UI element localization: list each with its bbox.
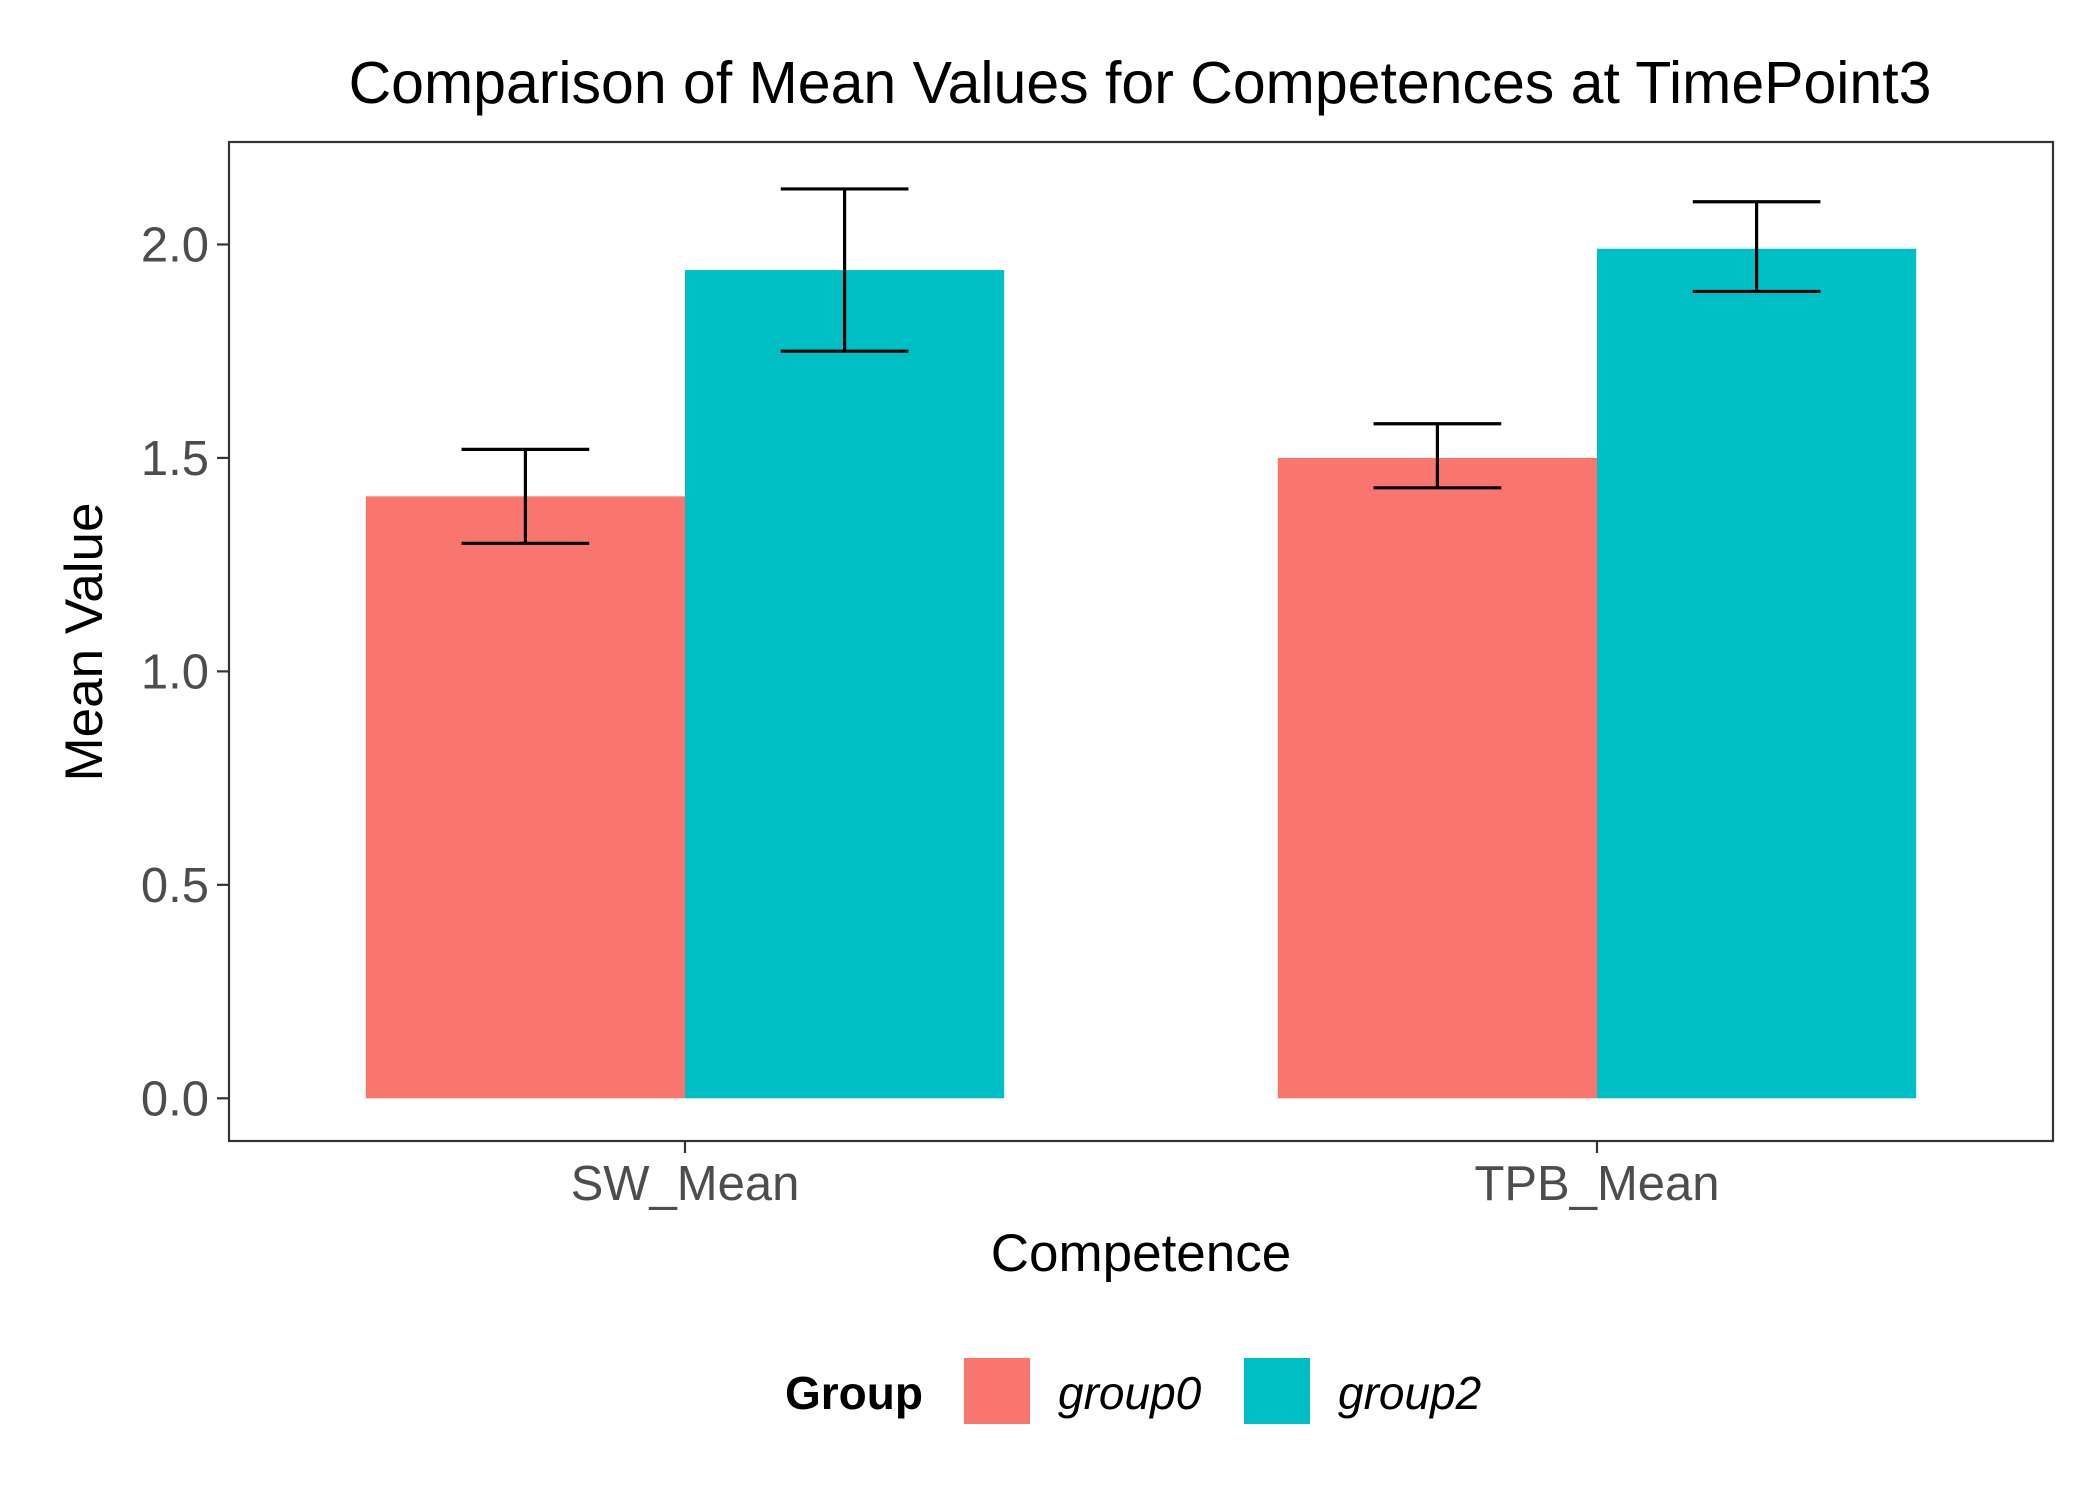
y-tick-label: 1.0 — [141, 645, 209, 699]
legend-label-group0: group0 — [1058, 1367, 1202, 1419]
bar-group0-TPB_Mean — [1277, 457, 1597, 1099]
errorbar-group0-SW_Mean — [461, 447, 590, 545]
plot-border — [227, 140, 2055, 1143]
bar-group2-SW_Mean — [685, 270, 1005, 1099]
legend-items: group0 group2 — [964, 1358, 1481, 1424]
x-tick-label: TPB_Mean — [1474, 1157, 1719, 1211]
bar-group0-SW_Mean — [365, 496, 685, 1099]
y-tick-label: 1.5 — [141, 432, 209, 486]
errorbar-group0-TPB_Mean — [1373, 422, 1502, 490]
legend: Group group0 group2 — [785, 1358, 1481, 1424]
y-tick-label: 0.5 — [141, 859, 209, 913]
bars-layer — [365, 248, 1917, 1099]
y-tick-label: 2.0 — [141, 218, 209, 272]
x-axis: SW_Mean TPB_Mean — [571, 1141, 1720, 1211]
errorbars-layer — [461, 187, 1821, 545]
y-tick-label: 0.0 — [141, 1072, 209, 1126]
legend-key-group0 — [964, 1358, 1030, 1424]
x-axis-title: Competence — [991, 1224, 1292, 1283]
legend-label-group2: group2 — [1338, 1367, 1481, 1419]
errorbar-group2-SW_Mean — [780, 187, 909, 353]
chart-title: Comparison of Mean Values for Competence… — [349, 50, 1932, 116]
legend-key-group2 — [1244, 1358, 1310, 1424]
x-tick-label: SW_Mean — [571, 1157, 800, 1211]
y-axis: 0.0 0.5 1.0 1.5 2.0 — [141, 218, 229, 1126]
y-axis-title: Mean Value — [55, 503, 114, 782]
legend-title: Group — [785, 1367, 923, 1419]
bar-group2-TPB_Mean — [1597, 248, 1917, 1099]
errorbar-group2-TPB_Mean — [1692, 200, 1821, 294]
